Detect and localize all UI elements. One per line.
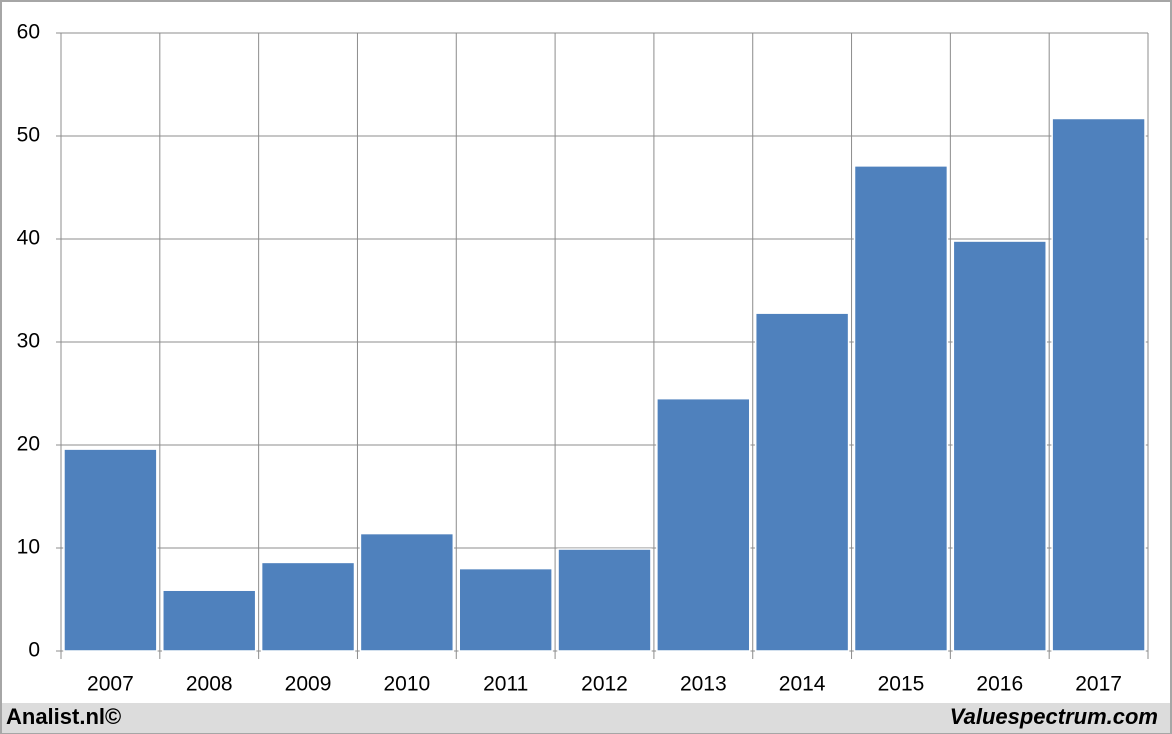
x-tick-label: 2012: [581, 673, 628, 696]
y-tick-label: 40: [17, 227, 40, 250]
x-tick-label: 2013: [680, 673, 727, 696]
bar: [656, 397, 751, 652]
y-tick-label: 20: [17, 433, 40, 456]
x-tick-label: 2014: [779, 673, 826, 696]
x-tick-label: 2016: [976, 673, 1023, 696]
bar: [1051, 117, 1146, 652]
x-tick-label: 2017: [1075, 673, 1122, 696]
x-tick-label: 2007: [87, 673, 134, 696]
bar: [853, 165, 949, 652]
bar: [754, 312, 850, 652]
x-tick-label: 2008: [186, 673, 233, 696]
x-tick-label: 2011: [483, 673, 528, 696]
y-tick-label: 60: [17, 21, 40, 44]
bar: [260, 561, 356, 652]
x-tick-label: 2009: [285, 673, 332, 696]
footer-right: Valuespectrum.com: [950, 704, 1158, 729]
bar: [359, 532, 455, 652]
bar: [952, 240, 1047, 652]
y-tick-label: 10: [17, 536, 40, 559]
footer-left: Analist.nl©: [6, 704, 121, 729]
y-tick-label: 0: [28, 639, 40, 662]
x-tick-label: 2010: [384, 673, 431, 696]
footer-bar: [2, 703, 1170, 733]
bar: [162, 589, 257, 652]
y-tick-label: 30: [17, 330, 40, 353]
y-tick-label: 50: [17, 124, 40, 147]
bar: [557, 548, 652, 652]
bar: [458, 567, 553, 652]
bar: [63, 448, 158, 652]
x-tick-label: 2015: [878, 673, 925, 696]
